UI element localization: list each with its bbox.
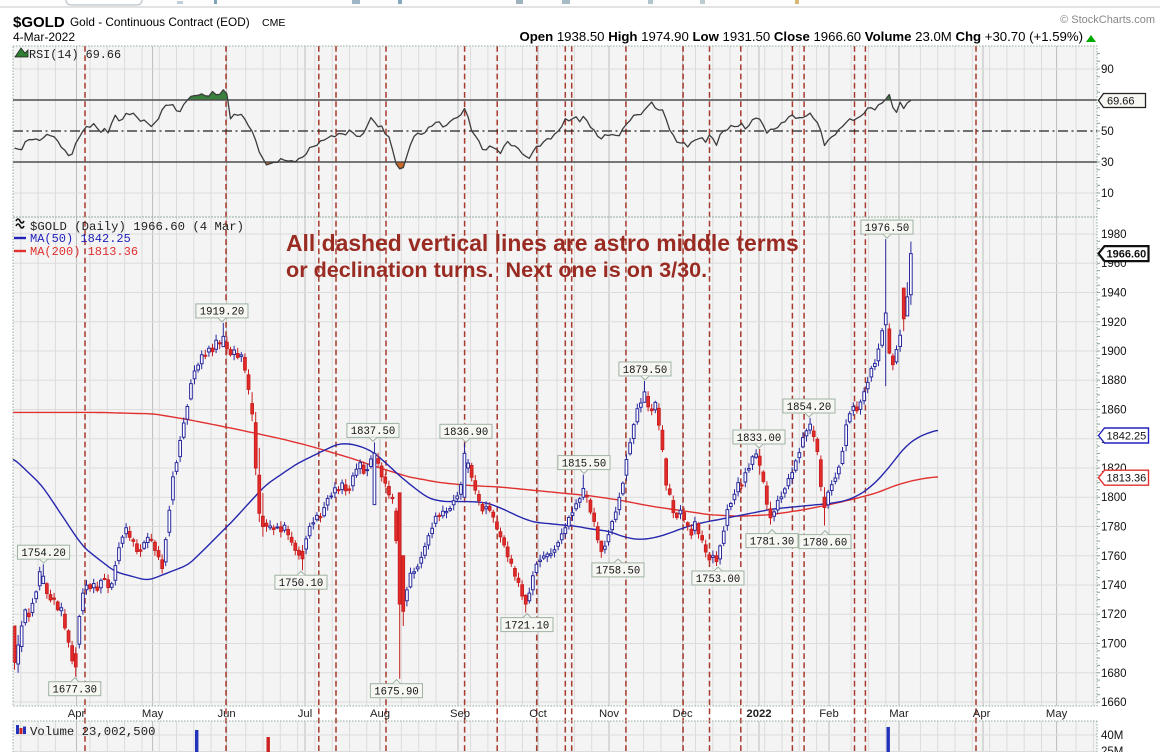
svg-text:1900: 1900 (1101, 346, 1127, 358)
svg-text:1760: 1760 (1101, 551, 1127, 563)
svg-text:1860: 1860 (1101, 405, 1127, 417)
svg-text:1700: 1700 (1101, 639, 1127, 651)
svg-text:1976.50: 1976.50 (865, 223, 910, 235)
svg-text:2022: 2022 (746, 708, 771, 720)
svg-text:MA(50) 1842.25: MA(50) 1842.25 (30, 232, 131, 246)
svg-text:Apr: Apr (973, 708, 991, 720)
svg-text:Volume 23,002,500: Volume 23,002,500 (30, 725, 155, 739)
svg-text:1781.30: 1781.30 (750, 536, 795, 548)
svg-text:1842.25: 1842.25 (1107, 430, 1147, 442)
svg-text:1758.50: 1758.50 (596, 566, 641, 578)
svg-text:1940: 1940 (1101, 288, 1127, 300)
svg-text:30: 30 (1101, 157, 1114, 169)
svg-text:May: May (1046, 708, 1068, 720)
svg-text:1879.50: 1879.50 (623, 365, 668, 377)
svg-text:May: May (142, 708, 164, 720)
svg-text:$GOLD: $GOLD (13, 14, 65, 31)
svg-text:MA(200) 1813.36: MA(200) 1813.36 (30, 245, 138, 259)
svg-text:1813.36: 1813.36 (1107, 473, 1147, 485)
svg-text:Nov: Nov (599, 708, 619, 720)
svg-text:1753.00: 1753.00 (696, 574, 741, 586)
svg-text:1677.30: 1677.30 (53, 685, 98, 697)
svg-text:1721.10: 1721.10 (505, 620, 550, 632)
svg-text:Dec: Dec (673, 708, 693, 720)
svg-text:1780: 1780 (1101, 522, 1127, 534)
svg-text:1754.20: 1754.20 (21, 548, 66, 560)
svg-text:Feb: Feb (819, 708, 838, 720)
svg-text:1800: 1800 (1101, 492, 1127, 504)
svg-text:50: 50 (1101, 126, 1114, 138)
svg-text:Jun: Jun (217, 708, 235, 720)
svg-text:All dashed vertical lines are: All dashed vertical lines are astro midd… (286, 230, 799, 256)
svg-text:Sep: Sep (450, 708, 470, 720)
svg-text:CME: CME (262, 17, 285, 29)
svg-text:25M: 25M (1101, 746, 1123, 752)
svg-text:69.66: 69.66 (1107, 95, 1135, 107)
svg-text:1750.10: 1750.10 (279, 578, 324, 590)
svg-text:1854.20: 1854.20 (787, 402, 832, 414)
svg-text:1966.60: 1966.60 (1107, 248, 1147, 260)
svg-text:1675.90: 1675.90 (374, 687, 419, 699)
svg-text:1880: 1880 (1101, 375, 1127, 387)
svg-text:Aug: Aug (370, 708, 390, 720)
svg-text:40M: 40M (1101, 730, 1123, 742)
svg-text:1660: 1660 (1101, 697, 1127, 709)
svg-text:or declination turns. Next on: or declination turns. Next one is on 3/3… (286, 257, 707, 282)
svg-text:1740: 1740 (1101, 580, 1127, 592)
svg-text:$GOLD (Daily) 1966.60 (4 Mar): $GOLD (Daily) 1966.60 (4 Mar) (30, 220, 244, 234)
svg-text:Apr: Apr (68, 708, 86, 720)
svg-text:1780.60: 1780.60 (803, 537, 848, 549)
svg-text:1836.90: 1836.90 (444, 427, 489, 439)
svg-text:Gold - Continuous Contract (EO: Gold - Continuous Contract (EOD) (70, 15, 250, 29)
svg-text:1833.00: 1833.00 (737, 433, 782, 445)
svg-text:1680: 1680 (1101, 668, 1127, 680)
svg-text:RSI(14) 69.66: RSI(14) 69.66 (29, 48, 121, 62)
svg-text:Jul: Jul (298, 708, 312, 720)
svg-text:1837.50: 1837.50 (351, 426, 396, 438)
svg-text:1720: 1720 (1101, 609, 1127, 621)
svg-text:1920: 1920 (1101, 317, 1127, 329)
svg-text:10: 10 (1101, 188, 1114, 200)
svg-text:Open 1938.50 High 1974.90 Low: Open 1938.50 High 1974.90 Low 1931.50 Cl… (519, 29, 1083, 44)
svg-text:Mar: Mar (889, 708, 909, 720)
svg-text:1815.50: 1815.50 (562, 458, 607, 470)
svg-text:4-Mar-2022: 4-Mar-2022 (13, 30, 75, 44)
svg-text:1919.20: 1919.20 (200, 307, 245, 319)
svg-text:Oct: Oct (529, 708, 547, 720)
svg-text:© StockCharts.com: © StockCharts.com (1060, 14, 1155, 26)
svg-text:1980: 1980 (1101, 229, 1127, 241)
svg-text:90: 90 (1101, 64, 1114, 76)
